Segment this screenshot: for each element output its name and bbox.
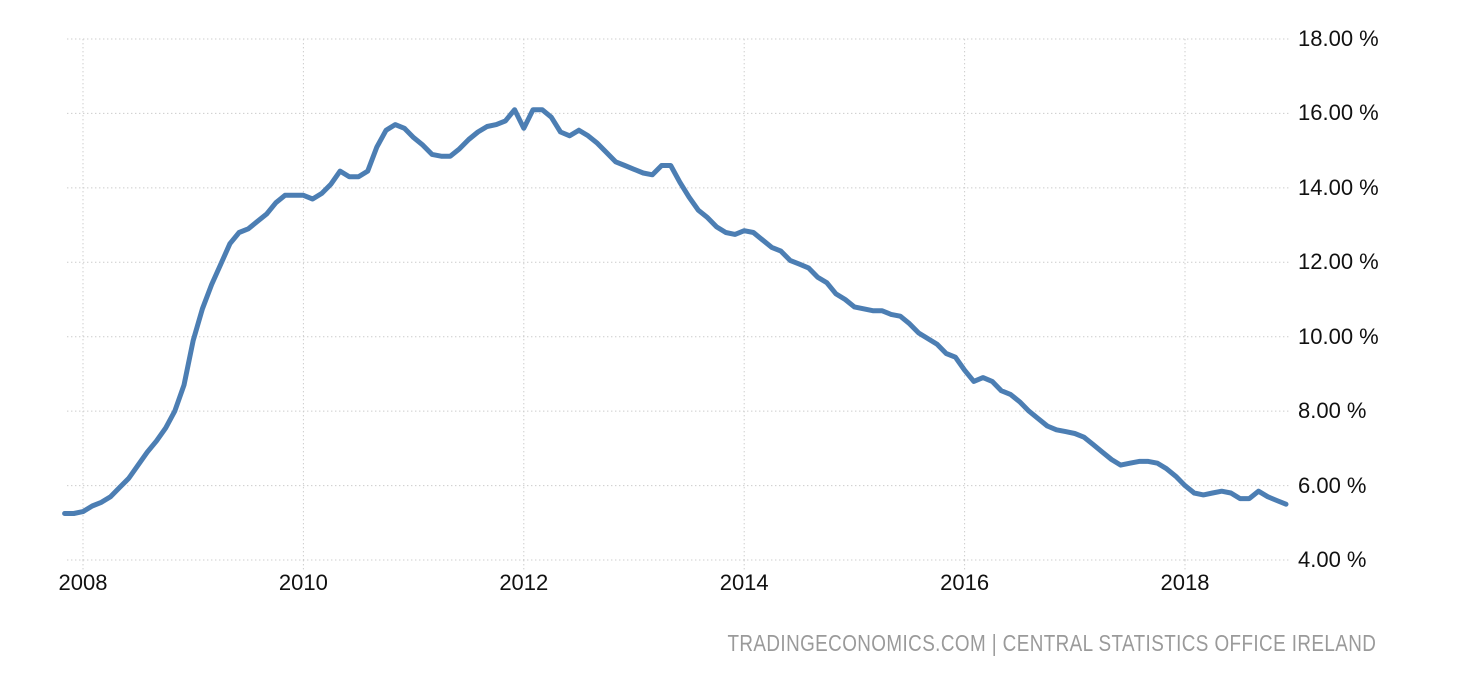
- y-tick-label: 14.00 %: [1298, 174, 1379, 200]
- x-tick-label: 2012: [499, 570, 549, 595]
- x-tick-label: 2014: [719, 570, 769, 595]
- y-tick-label: 12.00 %: [1298, 249, 1379, 275]
- attribution-text: TRADINGECONOMICS.COM | CENTRAL STATISTIC…: [727, 630, 1376, 656]
- x-tick-label: 2018: [1160, 570, 1210, 595]
- y-tick-label: 10.00 %: [1298, 323, 1379, 349]
- y-tick-label: 16.00 %: [1298, 100, 1379, 126]
- x-tick-label: 2016: [940, 570, 990, 595]
- y-tick-label: 6.00 %: [1298, 472, 1367, 498]
- x-tick-label: 2008: [58, 570, 108, 595]
- y-tick-label: 8.00 %: [1298, 398, 1367, 424]
- y-tick-label: 18.00 %: [1298, 26, 1379, 51]
- y-tick-label: 4.00 %: [1298, 547, 1367, 572]
- series-line: [62, 107, 1289, 516]
- x-tick-label: 2010: [278, 570, 328, 595]
